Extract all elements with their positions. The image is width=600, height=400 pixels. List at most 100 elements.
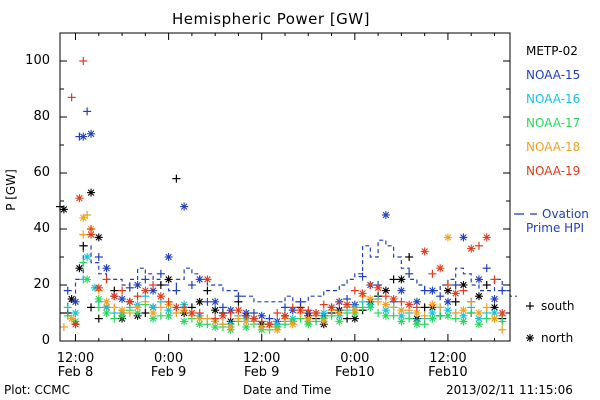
south-point — [141, 309, 150, 317]
south-point — [79, 258, 88, 267]
south-point — [226, 309, 235, 317]
south-point — [94, 303, 103, 312]
north-point — [75, 264, 84, 273]
north-point — [428, 314, 437, 323]
x-tick-date-label: Feb 9 — [244, 365, 280, 380]
north-point — [335, 309, 344, 317]
north-point — [164, 275, 173, 284]
north-point — [490, 314, 499, 323]
south-point — [257, 317, 266, 326]
south-point — [436, 311, 445, 320]
scatter-points — [56, 57, 507, 334]
south-point — [405, 269, 414, 278]
chart-title: Hemispheric Power [GW] — [172, 10, 370, 28]
south-point — [110, 303, 119, 312]
x-tick-date-label: Feb10 — [335, 365, 375, 380]
south-point — [405, 253, 414, 261]
north-point — [71, 309, 80, 317]
south-point — [474, 241, 483, 250]
north-point — [451, 289, 460, 298]
north-point — [94, 233, 103, 242]
north-point — [94, 295, 103, 303]
legend-satellite-noaa-19: NOAA-19 — [526, 164, 581, 178]
plot-timestamp: 2013/02/11 11:15:06 — [446, 383, 573, 397]
legend-model-line1: Ovation — [542, 207, 589, 221]
south-point — [459, 286, 468, 295]
south-point — [94, 314, 103, 323]
south-point — [374, 297, 383, 306]
south-point — [412, 303, 421, 312]
north-point — [149, 286, 158, 295]
north-point — [482, 233, 491, 242]
legend-model-line2: Prime HPI — [526, 221, 584, 235]
north-point — [304, 314, 313, 323]
north-point — [218, 311, 227, 320]
south-point — [304, 306, 313, 315]
north-point — [350, 306, 359, 315]
north-point — [249, 314, 258, 323]
legend-satellite-noaa-15: NOAA-15 — [526, 68, 581, 82]
y-tick-label: 80 — [33, 109, 50, 124]
south-point — [156, 303, 165, 312]
plot-credit: Plot: CCMC — [4, 383, 70, 397]
south-point — [451, 281, 460, 289]
legend-satellite-noaa-16: NOAA-16 — [526, 92, 581, 106]
x-tick-date-label: Feb10 — [428, 365, 468, 380]
south-point — [498, 286, 507, 295]
north-point — [443, 233, 452, 242]
north-point — [381, 211, 390, 219]
south-point — [141, 297, 150, 306]
south-point — [195, 309, 204, 317]
legend-satellite-noaa-18: NOAA-18 — [526, 140, 581, 154]
north-point — [87, 230, 96, 239]
legend-satellite-noaa-17: NOAA-17 — [526, 116, 581, 130]
north-point — [397, 317, 406, 326]
south-point — [63, 303, 72, 312]
south-point — [405, 314, 414, 323]
north-point — [156, 292, 165, 301]
south-point — [94, 253, 103, 261]
north-point — [428, 286, 437, 295]
north-point — [118, 306, 127, 315]
series-noaa-19 — [67, 57, 507, 329]
south-point — [141, 275, 150, 284]
south-point — [125, 309, 134, 317]
south-point — [149, 281, 158, 289]
north-point — [474, 292, 483, 301]
south-point — [467, 309, 476, 317]
north-point — [141, 286, 150, 295]
south-point — [389, 303, 398, 312]
south-point — [482, 281, 491, 289]
south-point — [467, 297, 476, 306]
south-point — [234, 292, 243, 301]
south-point — [118, 286, 127, 295]
south-point — [397, 297, 406, 306]
north-point — [257, 311, 266, 320]
north-point — [490, 295, 499, 303]
north-point — [67, 295, 76, 303]
south-point — [350, 286, 359, 295]
north-point — [83, 253, 92, 261]
north-point — [75, 194, 84, 203]
south-point — [211, 314, 220, 323]
x-tick-time-label: 12:00 — [429, 351, 467, 366]
north-point — [428, 300, 437, 309]
north-point — [67, 314, 76, 323]
south-point — [482, 264, 491, 273]
north-point — [389, 295, 398, 303]
south-point — [203, 286, 212, 295]
north-point — [133, 303, 142, 312]
north-point — [203, 275, 212, 284]
north-point — [79, 213, 88, 222]
y-tick-label: 20 — [33, 277, 50, 292]
south-point — [203, 297, 212, 306]
south-point — [482, 303, 491, 312]
south-point — [172, 174, 181, 183]
axis-ticks — [60, 33, 510, 342]
legend-south-marker — [526, 302, 534, 310]
south-point — [273, 309, 282, 317]
north-point — [474, 275, 483, 284]
south-point — [436, 303, 445, 312]
north-point — [94, 283, 103, 292]
